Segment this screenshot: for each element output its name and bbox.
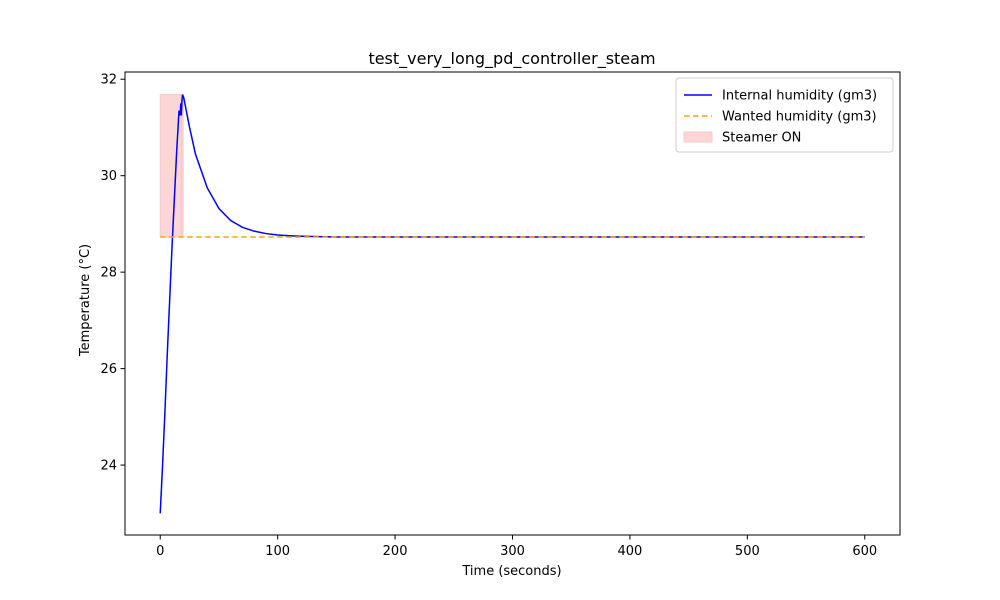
y-tick-label: 32	[100, 73, 117, 88]
x-tick-label: 300	[500, 544, 525, 559]
x-tick-label: 0	[156, 544, 164, 559]
y-tick-label: 24	[100, 459, 117, 474]
internal-humidity-line	[159, 94, 865, 514]
legend-steamer-on-swatch	[683, 131, 713, 143]
y-tick-label: 26	[100, 362, 117, 377]
x-axis-label: Time (seconds)	[461, 564, 561, 579]
legend-steamer-on-label: Steamer ON	[722, 131, 801, 146]
legend: Internal humidity (gm3) Wanted humidity (…	[675, 77, 894, 153]
legend-wanted-humidity-label: Wanted humidity (gm3)	[722, 110, 877, 125]
chart-title: test_very_long_pd_controller_steam	[368, 49, 655, 69]
x-tick-label: 400	[618, 544, 643, 559]
legend-box	[675, 77, 894, 153]
y-axis-label: Temperature (°C)	[78, 244, 93, 357]
y-tick-label: 30	[100, 169, 117, 184]
x-tick-label: 100	[265, 544, 290, 559]
x-tick-label: 200	[383, 544, 408, 559]
steamer-on-region	[180, 94, 184, 238]
y-tick-label: 28	[100, 266, 117, 281]
x-tick-label: 600	[852, 544, 877, 559]
x-tick-label: 500	[735, 544, 760, 559]
legend-internal-humidity-label: Internal humidity (gm3)	[722, 89, 877, 104]
